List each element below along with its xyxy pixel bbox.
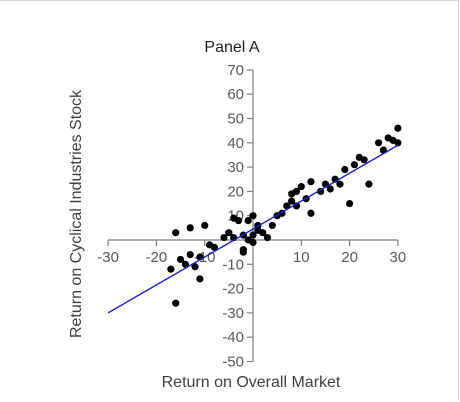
y-tick-label: -10	[222, 256, 244, 273]
x-tick-label: 30	[390, 249, 407, 266]
y-tick-label: 70	[227, 62, 244, 79]
y-axis-title: Return on Cyclical Industries Stock	[68, 89, 85, 338]
x-tick-label: 20	[341, 249, 358, 266]
data-point	[259, 229, 267, 237]
data-point	[268, 221, 276, 230]
data-point	[239, 248, 247, 256]
y-tick-label: -50	[222, 354, 244, 371]
data-point	[196, 275, 204, 283]
data-point	[191, 263, 199, 271]
y-tick-label: 50	[227, 111, 244, 128]
data-point	[394, 139, 402, 147]
data-point	[346, 199, 354, 208]
data-point	[326, 185, 334, 193]
data-point	[307, 209, 315, 217]
y-tick-label: 60	[227, 86, 244, 103]
data-point	[201, 221, 209, 230]
data-point	[249, 238, 257, 247]
trend-line-group	[107, 144, 399, 314]
data-point	[181, 260, 189, 268]
data-point	[172, 299, 180, 307]
y-tick-label: -30	[222, 305, 244, 322]
data-point	[186, 224, 194, 232]
data-point	[167, 265, 175, 273]
data-point	[234, 216, 243, 225]
data-point	[172, 229, 180, 237]
y-tick-label: 30	[227, 159, 244, 176]
data-point	[360, 156, 368, 164]
x-tick-labels: -30-20-10102030	[97, 249, 406, 266]
x-tick-label: 10	[293, 249, 310, 266]
x-tick-label: -20	[146, 249, 168, 266]
data-point	[341, 165, 349, 174]
data-point	[394, 124, 402, 132]
data-point	[292, 187, 301, 195]
data-point	[176, 255, 185, 264]
data-point	[186, 250, 194, 259]
data-point	[249, 231, 257, 239]
data-point	[307, 178, 315, 186]
data-point	[288, 197, 296, 205]
x-tick-label: -30	[97, 249, 119, 266]
data-point	[263, 233, 272, 242]
data-point	[297, 182, 305, 191]
y-tick-label: -40	[222, 329, 244, 346]
y-tick-label: 40	[227, 135, 244, 152]
data-point	[249, 212, 257, 220]
x-axis-title: Return on Overall Market	[162, 374, 341, 391]
y-tick-label: 20	[227, 183, 244, 200]
data-points	[167, 124, 402, 307]
trend-line	[107, 144, 399, 314]
data-point	[336, 180, 344, 188]
data-point	[225, 229, 233, 237]
data-point	[350, 161, 359, 169]
chart-title: Panel A	[204, 39, 259, 56]
y-tick-labels: 70605040302010-10-20-30-40-50	[222, 62, 244, 371]
data-point	[365, 180, 373, 188]
data-point	[210, 243, 218, 251]
data-point	[374, 139, 383, 147]
data-point	[244, 216, 252, 225]
y-tick-label: -20	[222, 281, 244, 298]
data-point	[220, 233, 228, 242]
